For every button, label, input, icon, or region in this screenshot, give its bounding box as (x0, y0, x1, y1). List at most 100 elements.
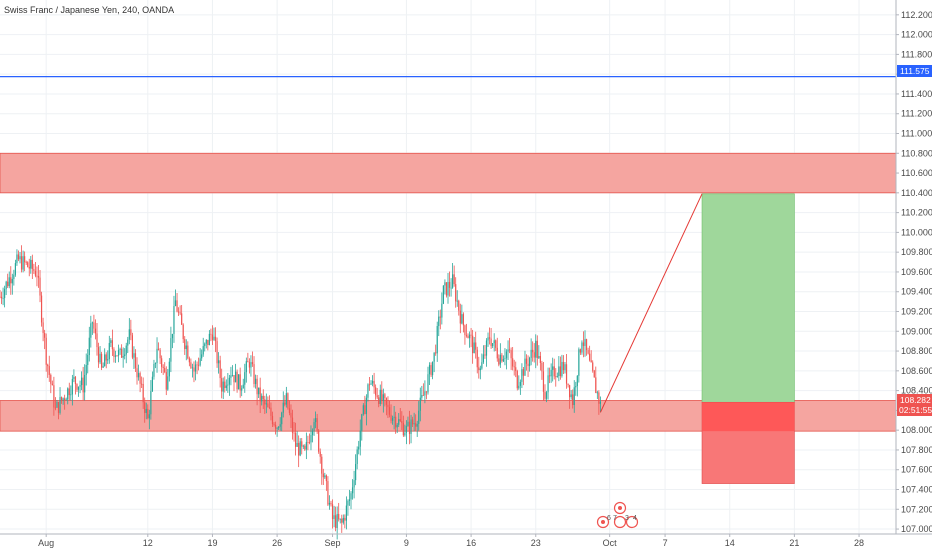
candle-body (174, 300, 177, 306)
candle-body (331, 504, 334, 519)
candle-body (65, 399, 67, 401)
candle-body (461, 314, 463, 324)
candle-body (421, 395, 423, 398)
candle-body (575, 385, 577, 388)
candle-body (13, 274, 15, 280)
candle-body (119, 348, 121, 351)
candle-body (145, 408, 147, 413)
candle-body (350, 493, 352, 500)
candle-body (410, 419, 412, 434)
candle-body (60, 397, 63, 401)
candle-body (379, 389, 381, 404)
candle-body (254, 378, 257, 385)
candle-body (248, 362, 251, 368)
candle-body (274, 424, 277, 429)
candle-body (54, 407, 57, 409)
candle-body (596, 392, 598, 394)
candle-body (572, 394, 574, 406)
candle-body (387, 404, 389, 408)
event-marker-dot[interactable] (625, 515, 639, 529)
event-marker-dot[interactable] (613, 515, 627, 529)
candle-body (565, 364, 568, 384)
candle-body (299, 441, 301, 456)
candle-body (199, 358, 201, 366)
candle-body (117, 350, 120, 356)
candle-body (273, 424, 275, 425)
candle-body (592, 362, 594, 371)
candle-body (455, 284, 457, 302)
time-tick-label: 26 (272, 538, 282, 548)
candle-body (17, 254, 20, 260)
candle-body (108, 342, 110, 360)
candle-body (45, 337, 47, 365)
candle-body (236, 371, 238, 390)
candle-body (94, 328, 97, 334)
price-tick-label: 110.000 (901, 227, 932, 237)
event-count-label: 3 (625, 515, 629, 522)
candle-body (287, 393, 289, 409)
candle-body (170, 338, 172, 362)
candle-body (464, 325, 466, 336)
candle-body (296, 442, 298, 447)
candle-body (462, 314, 464, 326)
candle-body (547, 375, 549, 393)
candle-body (478, 367, 480, 371)
candle-body (14, 263, 16, 275)
candle-body (164, 367, 166, 373)
candle-body (398, 419, 400, 425)
candle-body (96, 333, 98, 348)
candle-body (134, 353, 137, 369)
candle-body (230, 375, 232, 378)
candle-body (190, 362, 192, 368)
candle-body (545, 392, 548, 399)
candle-body (173, 305, 175, 334)
candle-body (153, 363, 155, 377)
candle-body (582, 342, 585, 346)
candle-body (353, 480, 355, 488)
candle-body (284, 402, 286, 405)
candle-body (56, 402, 58, 408)
candle-body (542, 371, 545, 392)
candle-body (324, 475, 326, 478)
candle-body (214, 336, 217, 342)
candle-body (536, 340, 538, 359)
event-count-label: 4 (633, 515, 637, 522)
candle-body (87, 355, 89, 365)
candle-layer (0, 245, 602, 540)
candle-body (436, 326, 438, 354)
candle-body (270, 407, 272, 416)
candle-body (507, 349, 509, 352)
candle-body (470, 334, 472, 336)
candle-body (587, 350, 589, 354)
candle-body (527, 363, 529, 367)
candle-body (439, 316, 441, 318)
candle-body (245, 361, 247, 373)
candle-body (445, 282, 448, 296)
candle-body (391, 418, 394, 421)
candle-body (496, 347, 498, 359)
candle-body (121, 348, 123, 358)
candle-body (19, 256, 21, 260)
candle-body (33, 269, 35, 271)
candle-body (242, 384, 244, 389)
price-tick-label: 107.000 (901, 524, 932, 534)
time-tick-label: 9 (404, 538, 409, 548)
event-markers[interactable]: 6 7 3 4 (596, 501, 639, 529)
candle-body (407, 421, 409, 426)
chart-title: Swiss Franc / Japanese Yen, 240, OANDA (4, 5, 174, 15)
candle-body (216, 341, 218, 364)
candle-body (177, 311, 180, 313)
candle-body (7, 281, 9, 287)
candle-body (222, 381, 224, 392)
candle-body (418, 410, 420, 424)
price-tick-label: 110.200 (901, 208, 932, 218)
candle-body (67, 388, 69, 400)
candle-body (590, 360, 592, 363)
candle-body (27, 262, 29, 267)
candle-body (290, 412, 292, 418)
candle-body (50, 374, 52, 384)
candle-body (259, 387, 261, 402)
candle-body (310, 435, 312, 443)
countdown-label: 02:51:55 (899, 405, 932, 415)
